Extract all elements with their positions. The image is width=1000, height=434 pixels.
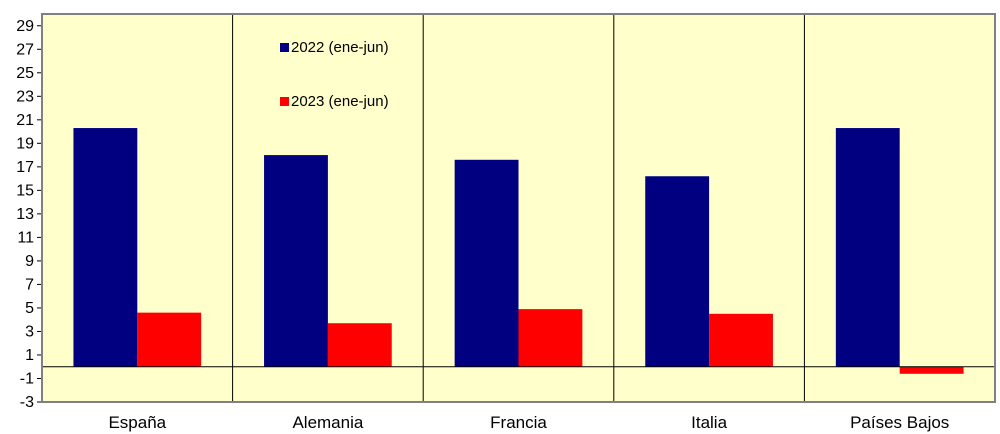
- category-label: Alemania: [292, 413, 363, 432]
- y-tick-label: 9: [25, 253, 34, 270]
- y-tick-label: 7: [25, 276, 34, 293]
- y-tick-label: -3: [20, 394, 34, 411]
- legend-label-2022: 2022 (ene-jun): [291, 39, 389, 56]
- bar-2022-2: [264, 155, 328, 367]
- bar-2022-5: [835, 128, 900, 367]
- legend: 2022 (ene-jun) 2023 (ene-jun): [280, 39, 389, 110]
- bars-group: [73, 128, 964, 374]
- y-tick-label: 1: [25, 347, 34, 364]
- x-axis-labels: España Alemania Francia Italia Países Bajos: [108, 413, 949, 432]
- bar-2023-4: [709, 313, 773, 367]
- y-tick-label: -1: [20, 370, 34, 387]
- bar-2022-3: [454, 159, 519, 367]
- y-tick-label: 19: [16, 135, 34, 152]
- bar-2023-2: [327, 323, 392, 367]
- category-label: Países Bajos: [850, 413, 949, 432]
- category-label: Francia: [490, 413, 547, 432]
- y-tick-label: 11: [17, 229, 34, 246]
- y-tick-label: 5: [25, 300, 34, 317]
- y-tick-label: 13: [16, 206, 34, 223]
- bar-2022-1: [73, 128, 138, 367]
- bar-2023-1: [137, 312, 202, 367]
- category-separators: [232, 14, 805, 402]
- y-tick-label: 23: [16, 88, 34, 105]
- y-tick-label: 21: [16, 112, 34, 129]
- y-tick-label: 29: [16, 18, 34, 35]
- legend-label-2023: 2023 (ene-jun): [291, 93, 389, 110]
- legend-swatch-2022: [280, 43, 289, 52]
- category-label: Italia: [691, 413, 727, 432]
- y-tick-label: 25: [16, 65, 34, 82]
- y-tick-label: 3: [25, 323, 34, 340]
- plot-frame: [41, 13, 996, 403]
- y-tick-label: 27: [16, 41, 34, 58]
- bar-2022-4: [645, 176, 710, 367]
- y-tick-label: 15: [16, 182, 34, 199]
- y-tick-label: 17: [16, 159, 34, 176]
- legend-swatch-2023: [280, 97, 289, 106]
- bar-2023-3: [518, 309, 583, 367]
- bar-2023-5: [899, 366, 964, 374]
- category-label: España: [108, 413, 166, 432]
